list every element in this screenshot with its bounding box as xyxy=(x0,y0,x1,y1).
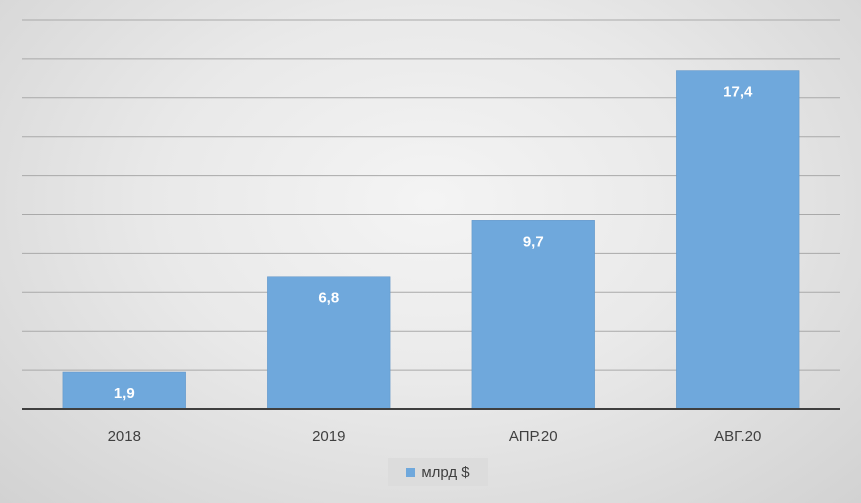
x-axis-tick-labels: 2018 2019 АПР.20 АВГ.20 xyxy=(108,428,762,445)
data-label-1: 6,8 xyxy=(318,290,339,307)
data-label-0: 1,9 xyxy=(114,385,135,402)
bar-1 xyxy=(267,276,391,410)
bar-0 xyxy=(62,371,186,410)
bars xyxy=(62,70,800,410)
legend-swatch xyxy=(406,467,416,477)
x-tick-label-1: 2019 xyxy=(312,428,345,445)
data-label-3: 17,4 xyxy=(723,84,753,101)
x-tick-label-3: АВГ.20 xyxy=(714,428,761,445)
x-tick-label-0: 2018 xyxy=(108,428,141,445)
gridlines xyxy=(22,19,840,371)
data-label-2: 9,7 xyxy=(523,233,544,250)
legend: млрд $ xyxy=(388,458,488,486)
legend-label: млрд $ xyxy=(421,463,470,481)
data-labels: 1,9 6,8 9,7 17,4 xyxy=(114,84,753,402)
x-tick-label-2: АПР.20 xyxy=(509,428,558,445)
bar-3 xyxy=(676,70,800,410)
